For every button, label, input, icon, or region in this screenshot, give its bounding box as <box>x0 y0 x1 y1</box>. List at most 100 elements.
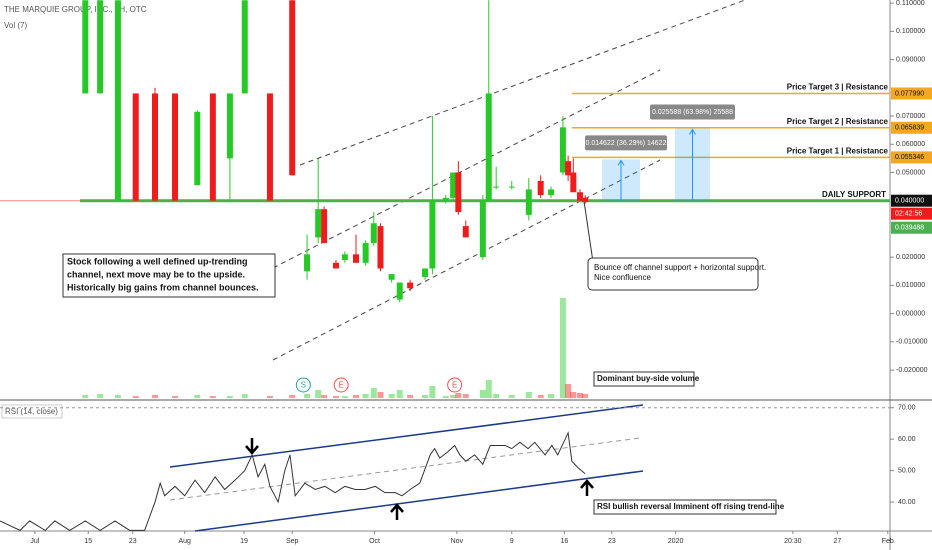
x-tick-label: Jul <box>30 538 39 545</box>
volume-bar <box>377 392 384 398</box>
x-tick-label: 19 <box>240 538 248 545</box>
candle-body <box>315 209 322 238</box>
y-tick-label: 0.110000 <box>896 0 925 7</box>
x-tick-label: 23 <box>129 538 137 545</box>
candle-body <box>421 268 428 277</box>
volume-bar <box>97 394 104 398</box>
volume-bar <box>388 394 395 398</box>
x-tick-label: 27 <box>833 538 841 545</box>
event-label: S <box>301 381 306 390</box>
volume-bar <box>172 396 179 398</box>
x-tick-label: Oct <box>369 538 380 545</box>
volume-bar <box>442 396 449 398</box>
countdown-box <box>891 207 932 220</box>
volume-bar <box>493 394 500 398</box>
volume-note: Dominant buy-side volume <box>597 374 700 383</box>
volume-bar <box>353 395 359 398</box>
level-label-box <box>891 151 932 164</box>
volume-bar <box>370 388 377 398</box>
level-label: 0.077990 <box>895 90 924 97</box>
volume-bar <box>429 386 436 398</box>
candle-body <box>508 186 515 188</box>
volume-bar <box>114 395 121 398</box>
volume-note-box <box>593 371 695 387</box>
x-tick-label: 16 <box>561 538 569 545</box>
y-tick-label: 0.020000 <box>896 254 925 261</box>
volume-bar <box>226 396 233 398</box>
rsi-channel-upper <box>169 404 644 468</box>
rsi-note-box <box>593 499 777 515</box>
event-label: E <box>338 381 343 390</box>
volume-bar <box>582 394 589 398</box>
volume-bar <box>315 390 322 398</box>
event-marker <box>295 377 311 393</box>
volume-bar <box>194 395 201 398</box>
rsi-channel-lower <box>194 470 644 532</box>
volume-bar <box>396 390 403 398</box>
callout-line <box>583 200 594 263</box>
y-tick-label: 0.050000 <box>896 169 925 176</box>
event-marker <box>447 377 463 393</box>
note-text: channel, next move may be to the upside. <box>67 269 245 279</box>
measure-arrowhead <box>689 128 696 135</box>
candle-body <box>582 197 589 203</box>
x-tick-label: 23 <box>608 538 616 545</box>
x-tick-label: Nov <box>451 538 464 545</box>
volume-bar <box>559 298 566 398</box>
y-tick-label: 60.00 <box>898 436 916 443</box>
rsi-channel <box>169 404 644 532</box>
x-tick-label: Sep <box>286 538 299 545</box>
candle-body <box>114 0 121 201</box>
volume-bar <box>82 395 89 398</box>
volume-bar <box>525 392 532 398</box>
candle-body <box>442 197 449 201</box>
y-tick-label: 0.100000 <box>896 28 925 35</box>
channel-lower <box>272 159 661 361</box>
callout-box <box>587 257 759 291</box>
candle-body <box>266 93 273 201</box>
channel <box>264 0 746 361</box>
measure-label-box <box>650 104 735 120</box>
level-name: Price Target 3 | Resistance <box>787 83 889 92</box>
candle-body <box>396 282 403 300</box>
volume-bar <box>289 395 296 398</box>
x-tick-label: 15 <box>84 538 92 545</box>
candle-body <box>377 226 384 269</box>
x-tick-label: Aug <box>178 538 191 545</box>
volume-bar <box>485 380 492 398</box>
candle-body <box>462 226 469 238</box>
volume-label: Vol (7) <box>4 21 27 30</box>
y-tick-label: 70.00 <box>898 405 916 412</box>
candle-body <box>362 243 369 263</box>
volume-bar <box>421 395 428 398</box>
volume-bar <box>455 393 462 398</box>
level-label: 0.055346 <box>895 154 924 161</box>
candle-body <box>132 93 139 201</box>
rsi-label: RSI (14, close) <box>5 407 58 416</box>
y-tick-label: 0.090000 <box>896 56 925 63</box>
callout-text: Nice confluence <box>594 273 651 282</box>
candle-body <box>429 200 436 269</box>
candle-body <box>332 262 339 269</box>
candle-body <box>341 254 348 260</box>
x-tick-label: 20:30 <box>784 538 802 545</box>
last-price: 0.039488 <box>895 225 924 232</box>
volume-bar <box>576 393 583 398</box>
y-tick-label: 0.060000 <box>896 141 925 148</box>
candle-body <box>479 200 486 258</box>
candle-body <box>370 223 377 244</box>
volume-bar <box>332 396 339 398</box>
candle-body <box>485 93 492 201</box>
candle-body <box>450 172 457 198</box>
volume-bar <box>266 396 273 398</box>
volume-bar <box>462 394 469 398</box>
countdown: 02:42:56 <box>895 211 922 218</box>
candle-body <box>570 172 577 193</box>
volume-bar <box>321 395 328 398</box>
callout-text: Bounce off channel support + horizontal … <box>594 263 766 272</box>
chart-title: THE MARQUIE GROUP, INC., 5H, OTC <box>4 5 147 14</box>
level-label-box <box>891 87 932 100</box>
level-name: Price Target 1 | Resistance <box>787 146 889 155</box>
arrow-up <box>390 503 404 520</box>
